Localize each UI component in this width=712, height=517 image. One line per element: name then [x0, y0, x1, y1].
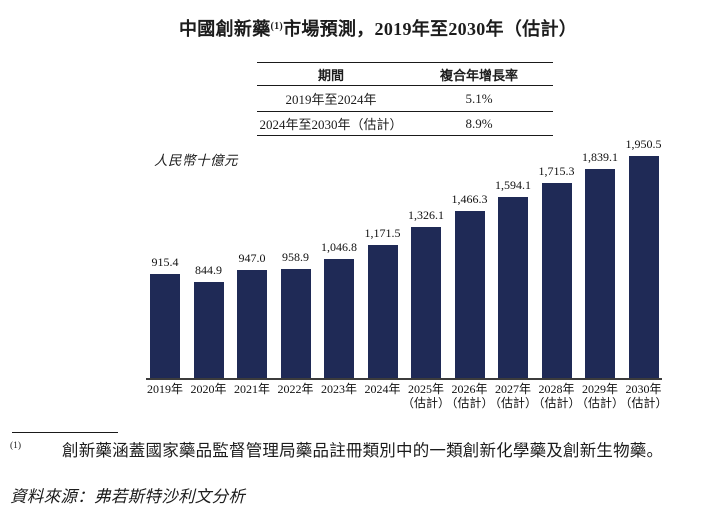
bar — [150, 274, 180, 378]
x-tick-estimate-note: （估計） — [619, 395, 668, 410]
source-line: 資料來源：弗若斯特沙利文分析 — [10, 487, 246, 506]
bar — [280, 269, 311, 378]
x-axis-tick-label: 2030年 （估計） — [619, 382, 668, 410]
chart-title: 中國創新藥(1)市場預測，2019年至2030年（估計） — [179, 16, 577, 42]
x-tick-year: 2024年 — [364, 382, 401, 396]
bar — [498, 197, 528, 378]
x-tick-estimate-note: （估計） — [401, 395, 451, 410]
bar — [541, 183, 572, 378]
x-axis-tick-label: 2024年 — [364, 382, 401, 397]
x-tick-year: 2025年 — [407, 382, 445, 396]
bar-value-label: 844.9 — [195, 263, 222, 277]
x-axis-tick-label: 2022年 — [277, 382, 314, 397]
bar-value-label: 1,326.1 — [408, 208, 444, 222]
bar — [193, 282, 224, 378]
x-axis-tick-label: 2025年 （估計） — [401, 382, 451, 410]
x-tick-year: 2019年 — [146, 382, 184, 396]
x-axis-tick-label: 2023年 — [320, 382, 358, 397]
bar-value-label: 1,046.8 — [321, 240, 357, 254]
bar-value-label: 958.9 — [282, 250, 309, 264]
bar-value-label: 1,594.1 — [495, 178, 531, 192]
x-tick-year: 2020年 — [190, 382, 227, 396]
x-tick-estimate-note: （估計） — [445, 395, 494, 410]
bar-value-label: 1,950.5 — [625, 137, 662, 151]
x-tick-year: 2026年 — [451, 382, 488, 396]
x-tick-year: 2030年 — [625, 382, 662, 396]
x-axis-tick-label: 2029年 （估計） — [575, 382, 625, 410]
x-axis-line — [146, 378, 662, 380]
cagr-rate-2024-2030: 8.9% — [465, 115, 493, 131]
bar-value-label: 1,171.5 — [364, 226, 401, 240]
chart-title-range: 市場預測，2019年至2030年（估計） — [283, 19, 578, 39]
bar — [628, 156, 659, 378]
x-tick-year: 2022年 — [277, 382, 314, 396]
x-axis-tick-label: 2021年 — [233, 382, 271, 397]
footnote-marker: (1) — [10, 441, 22, 451]
x-tick-estimate-note: （估計） — [532, 395, 581, 410]
bar — [585, 169, 615, 378]
x-tick-year: 2023年 — [320, 382, 358, 396]
bar-series: 915.4 844.9 947.0 958.9 1,046.8 1,171.5 1,326.… — [150, 137, 662, 378]
bar — [237, 270, 267, 378]
bar-value-label: 1,466.3 — [451, 192, 488, 206]
x-tick-estimate-note: （估計） — [575, 395, 625, 410]
x-axis-tick-label: 2027年 （估計） — [488, 382, 538, 410]
y-axis-unit-label: 人民幣十億元 — [154, 153, 238, 168]
cagr-period-2019-2024: 2019年至2024年 — [285, 92, 377, 107]
chart-title-text: 中國創新藥 — [179, 19, 271, 39]
title-footnote-ref: (1) — [270, 21, 284, 32]
bar-value-label: 915.4 — [151, 255, 179, 269]
x-axis-tick-label: 2019年 — [146, 382, 184, 397]
bar-chart: 915.4 844.9 947.0 958.9 1,046.8 1,171.5 1,326.… — [146, 137, 668, 409]
x-axis-tick-label: 2028年 （估計） — [532, 382, 581, 410]
x-tick-year: 2027年 — [494, 382, 532, 396]
cagr-header-rate: 複合年增長率 — [439, 67, 518, 83]
bar — [454, 211, 485, 378]
cagr-table-header-row: 期間 複合年增長率 — [257, 63, 553, 86]
bar — [367, 245, 398, 378]
cagr-table: 期間 複合年增長率 2019年至2024年 5.1% 2024年至2030年（估… — [257, 62, 553, 136]
x-tick-year: 2028年 — [538, 382, 575, 396]
bar — [324, 259, 354, 378]
footnote-divider — [12, 432, 118, 434]
x-axis-tick-label: 2026年 （估計） — [445, 382, 494, 410]
x-tick-estimate-note: （估計） — [488, 395, 538, 410]
x-axis-tick-label: 2020年 — [190, 382, 227, 397]
bar-value-label: 1,839.1 — [582, 150, 618, 164]
cagr-table-row: 2024年至2030年（估計） 8.9% — [257, 112, 553, 136]
cagr-period-2024-2030: 2024年至2030年（估計） — [259, 117, 403, 132]
cagr-header-period: 期間 — [317, 67, 344, 83]
cagr-table-row: 2019年至2024年 5.1% — [257, 86, 553, 112]
footnote-text: 創新藥涵蓋國家藥品監督管理局藥品註冊類別中的一類創新化學藥及創新生物藥。 — [62, 441, 664, 460]
x-tick-year: 2029年 — [581, 382, 619, 396]
x-tick-year: 2021年 — [233, 382, 271, 396]
bar — [411, 227, 441, 378]
bar-value-label: 1,715.3 — [538, 164, 575, 178]
cagr-rate-2019-2024: 5.1% — [465, 90, 493, 106]
bar-value-label: 947.0 — [238, 251, 266, 265]
